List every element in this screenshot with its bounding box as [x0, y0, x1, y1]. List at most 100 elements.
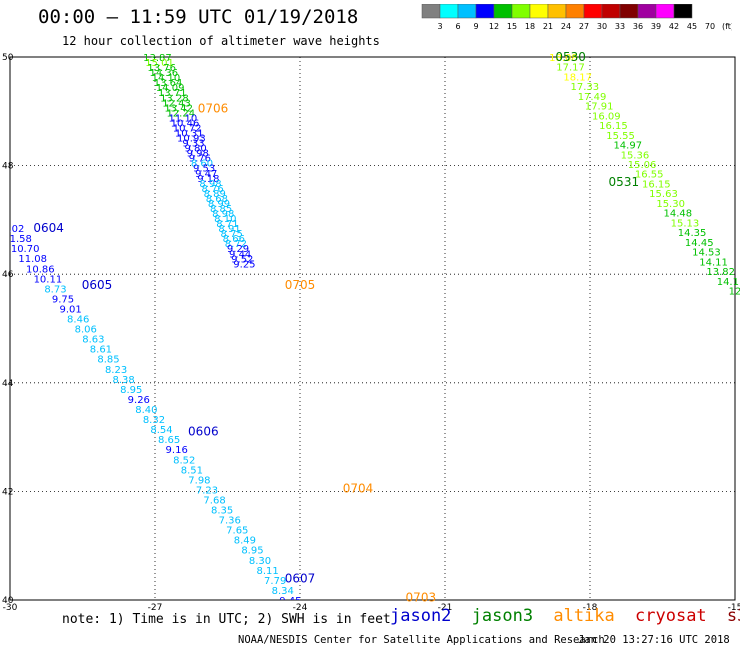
wave-height-value: 14.11 [699, 257, 728, 268]
wave-height-value: 9.26 [128, 395, 150, 406]
legend-s3a: s3a [726, 606, 740, 626]
footnote: note: 1) Time is in UTC; 2) SWH is in fe… [62, 612, 391, 627]
wave-height-value: 14.36 [149, 68, 178, 79]
wave-height-value: 13.71 [158, 88, 187, 99]
wave-height-value: 14.35 [678, 228, 707, 239]
colorbar-label: 36 [633, 22, 643, 31]
wave-height-value: 8.49 [234, 536, 256, 547]
wave-height-value: 15.55 [606, 131, 635, 142]
colorbar-label: 15 [507, 22, 517, 31]
colorbar-label: 27 [579, 22, 589, 31]
wave-height-value: 17.49 [578, 92, 607, 103]
wave-height-value: 18.08 [549, 53, 578, 64]
wave-height-value: 8.32 [143, 415, 165, 426]
wave-height-value: 18.17 [563, 72, 592, 83]
wave-height-value: 7.98 [188, 475, 210, 486]
wave-height-value: 11.08 [18, 254, 47, 265]
wave-height-value: 13.28 [160, 93, 189, 104]
credit-line: NOAA/NESDIS Center for Satellite Applica… [238, 634, 605, 646]
wave-height-value: 8.98 [212, 209, 234, 220]
wave-height-value: 9.16 [166, 445, 188, 456]
wave-height-value: 14.45 [685, 238, 714, 249]
x-tick-label: -24 [293, 603, 308, 613]
wave-height-value: 8.30 [249, 556, 271, 567]
wave-height-value: 8.11 [256, 566, 278, 577]
wave-height-value: 16.55 [635, 170, 664, 181]
satellite-legend: jason2 jason3 altika cryosat s3a [390, 606, 740, 626]
legend-altika: altika [553, 606, 615, 626]
wave-height-value: 8.95 [241, 546, 263, 557]
colorbar-label: 6 [455, 22, 460, 31]
wave-height-value: 10.11 [34, 274, 63, 285]
wave-height-value: 7.68 [203, 495, 225, 506]
wave-height-value: 8.85 [97, 355, 119, 366]
wave-height-value: 9.53 [193, 164, 215, 175]
wave-height-value: 8.68 [206, 194, 228, 205]
wave-height-value: 8.52 [173, 455, 195, 466]
y-tick-label: 40 [2, 596, 14, 606]
pass-time-label: 0704 [343, 482, 374, 496]
x-tick-label: -15 [728, 603, 740, 613]
wave-height-value: 8.38 [113, 375, 135, 386]
pass-time-label: 0607 [285, 571, 316, 585]
wave-height-value: 9.52 [231, 254, 253, 265]
track-layer: 13.8715.0113.7614.3614.1013.6414.0913.71… [3, 53, 740, 600]
wave-height-value: 8.95 [120, 385, 142, 396]
wave-height-value: 8.46 [67, 315, 89, 326]
wave-height-value: 8.98 [199, 179, 221, 190]
wave-height-value: 9.18 [197, 174, 219, 185]
wave-height-value: 7.23 [196, 485, 218, 496]
wave-height-value: 17.91 [585, 102, 614, 113]
y-tick-label: 42 [2, 487, 13, 497]
wave-height-value: 16.15 [642, 179, 671, 190]
wave-height-value: 11.10 [169, 113, 198, 124]
x-tick-label: -27 [148, 603, 163, 613]
wave-height-value: 13.64 [154, 78, 183, 89]
pass-time-label: 0605 [82, 278, 113, 292]
wave-height-value: 16.15 [599, 121, 628, 132]
pass-time-label: 0706 [198, 102, 229, 116]
pass-time-label: 0531 [609, 175, 640, 189]
pass-time-label: 0604 [33, 221, 64, 235]
wave-height-value: 10.72 [173, 123, 202, 134]
wave-height-value: 8.60 [191, 159, 213, 170]
wave-height-value: 15.13 [671, 218, 700, 229]
wave-height-value: 8.51 [181, 465, 203, 476]
wave-height-value: 8.75 [221, 229, 243, 240]
wave-height-value: 14.53 [692, 248, 721, 259]
colorbar-label: 42 [669, 22, 679, 31]
wave-height-value: 14.10 [152, 73, 181, 84]
wave-height-value: 9.80 [184, 144, 206, 155]
colorbar-swatch [673, 4, 693, 19]
y-tick-label: 48 [2, 162, 14, 172]
wave-height-value: 13.87 [143, 53, 172, 64]
wave-height-value: 8.10 [214, 214, 236, 225]
wave-height-value: 11.58 [3, 234, 32, 245]
wave-height-value: 13.42 [164, 103, 193, 114]
wave-height-value: 9.75 [52, 294, 74, 305]
wave-height-value: 8.66 [223, 234, 245, 245]
wave-height-value: 12.24 [166, 108, 195, 119]
wave-height-value: 8.91 [218, 224, 240, 235]
wave-height-value: 15.01 [145, 58, 174, 69]
wave-height-value: 9.29 [227, 244, 249, 255]
wave-height-value: 8.54 [150, 425, 172, 436]
wave-height-value: 8.35 [211, 506, 233, 517]
x-tick-label: -18 [583, 603, 598, 613]
wave-height-value: 8.34 [272, 586, 294, 597]
wave-height-value: 17.33 [571, 82, 600, 93]
y-tick-label: 46 [2, 270, 14, 280]
wave-height-value: 8.65 [158, 435, 180, 446]
wave-height-value: 8.06 [75, 325, 97, 336]
wave-height-value: 14.97 [613, 141, 642, 152]
pass-time-label: 0606 [188, 425, 219, 439]
x-tick-label: -30 [3, 603, 18, 613]
page-subtitle: 12 hour collection of altimeter wave hei… [62, 34, 380, 48]
wave-height-value: 12 [729, 286, 740, 297]
wave-height-value: 15.30 [656, 199, 685, 210]
wave-height-value: 10.70 [11, 244, 40, 255]
wave-height-value: 8.72 [225, 239, 247, 250]
wave-height-value: 7.36 [219, 516, 241, 527]
map-frame [9, 56, 736, 601]
